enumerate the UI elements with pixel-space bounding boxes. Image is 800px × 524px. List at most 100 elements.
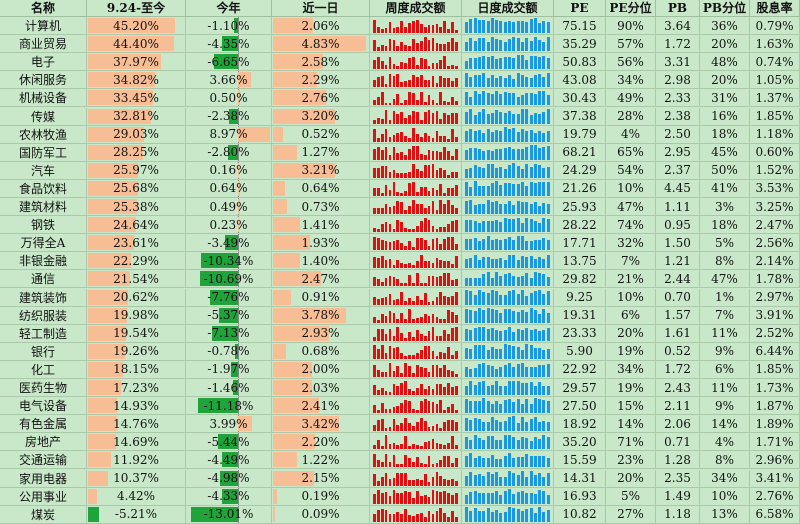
weekly-turnover-bar (376, 510, 380, 522)
daily-turnover-bar (499, 258, 503, 269)
weekly-turnover-bar (431, 490, 435, 504)
table-row[interactable]: 医药生物 17.23% -1.46% 2.03% 29.57 19% 2.43 11% 1.73… (0, 379, 800, 398)
table-row[interactable]: 交通运输 11.92% -4.49% 1.22% 15.59 23% 1.28 8% 2.96% (0, 451, 800, 470)
daily-turnover-bar (542, 273, 546, 287)
since-924-bar (88, 235, 134, 251)
daily-turnover-bar (477, 326, 481, 341)
daily-turnover-bar (469, 472, 473, 486)
table-row[interactable]: 休闲服务 34.82% 3.66% 2.29% 43.08 34% 2.98 20% 1.05% (0, 71, 800, 90)
since-924-bar (88, 271, 130, 287)
daily-turnover-bar (495, 148, 499, 160)
one-day-bar (273, 199, 288, 215)
table-row[interactable]: 房地产 14.69% -5.44% 2.20% 35.20 71% 0.71 4% 1.71% (0, 433, 800, 452)
weekly-turnover-bar (451, 478, 454, 486)
pe-value: 18.92 (562, 416, 597, 431)
header-since-924[interactable]: 9.24-至今 (87, 0, 186, 17)
table-row[interactable]: 机械设备 33.45% 0.50% 2.76% 30.43 49% 2.33 31% 1.37% (0, 89, 800, 108)
table-row[interactable]: 通信 21.54% -10.69% 2.47% 29.82 21% 2.44 47% 1.78% (0, 270, 800, 289)
header-pb[interactable]: PB (656, 0, 700, 17)
ytd-value: 0.64% (209, 181, 248, 196)
weekly-turnover-bar (388, 276, 392, 287)
table-row[interactable]: 煤炭 -5.21% -13.01% 0.09% 10.82 27% 1.18 13% 6.58% (0, 505, 800, 524)
table-row[interactable]: 电气设备 14.93% -11.18% 2.41% 27.50 15% 2.11 9% 1.87… (0, 397, 800, 416)
weekly-turnover-bar (419, 367, 423, 377)
table-row[interactable]: 汽车 25.97% 0.16% 3.21% 24.29 54% 2.37 50% 1.52% (0, 161, 800, 180)
header-weekly-turnover[interactable]: 周度成交额 (370, 0, 462, 17)
daily-turnover-bar (499, 39, 503, 52)
ytd-cell: 0.49% (186, 198, 272, 217)
weekly-turnover-bar (455, 113, 458, 124)
ytd-bar (218, 307, 238, 323)
table-row[interactable]: 电子 37.97% -6.65% 2.58% 50.83 56% 3.31 48% 0.74% (0, 53, 800, 72)
pb-value: 2.38 (664, 109, 691, 124)
pb-value: 2.50 (664, 127, 691, 142)
daily-turnover-bar (477, 111, 481, 124)
daily-turnover-bar (538, 290, 542, 305)
dividend-yield-value: 1.71% (755, 434, 794, 449)
weekly-turnover-bar (439, 183, 443, 196)
table-row[interactable]: 化工 18.15% -1.97% 2.00% 22.92 34% 1.72 6% 1.85% (0, 360, 800, 379)
weekly-turnover-bar (431, 351, 435, 359)
weekly-turnover-bar (435, 356, 439, 359)
weekly-turnover-sparkline (371, 398, 460, 414)
pe-percentile-cell: 28% (606, 107, 656, 126)
weekly-turnover-bar (423, 516, 427, 522)
table-row[interactable]: 万得全A 23.61% -3.49% 1.93% 17.71 32% 1.50 5% 2.56% (0, 234, 800, 253)
daily-turnover-bar (542, 476, 546, 486)
table-row[interactable]: 公用事业 4.42% -4.33% 0.19% 16.93 5% 1.49 10% 2.76% (0, 487, 800, 506)
header-dividend-yield[interactable]: 股息率 (750, 0, 800, 17)
table-row[interactable]: 传媒 32.81% -2.38% 3.20% 37.38 28% 2.38 16% 1.85% (0, 107, 800, 126)
header-ytd[interactable]: 今年 (186, 0, 272, 17)
table-row[interactable]: 国防军工 28.25% -2.80% 1.27% 68.21 65% 2.95 45% 0.60… (0, 143, 800, 162)
weekly-turnover-bar (419, 221, 423, 233)
header-name[interactable]: 名称 (0, 0, 87, 17)
table-row[interactable]: 建筑装饰 20.62% -7.76% 0.91% 9.25 10% 0.70 1% 2.97% (0, 288, 800, 307)
daily-turnover-bar (503, 400, 507, 414)
header-pe-percentile[interactable]: PE分位 (606, 0, 656, 17)
since-924-cell: 25.68% (87, 179, 186, 198)
weekly-turnover-bar (388, 392, 392, 396)
table-row[interactable]: 家用电器 10.37% -4.98% 2.15% 14.31 20% 2.35 34% 3.41… (0, 469, 800, 488)
table-row[interactable]: 计算机 45.20% -1.10% 2.06% 75.15 90% 3.64 36% 0.79% (0, 17, 800, 36)
table-row[interactable]: 农林牧渔 29.03% 8.97% 0.52% 19.79 4% 2.50 18% 1.18% (0, 125, 800, 144)
table-row[interactable]: 纺织服装 19.98% -5.37% 3.78% 19.31 6% 1.57 7% 3.91% (0, 306, 800, 325)
ytd-cell: -4.49% (186, 451, 272, 470)
table-row[interactable]: 轻工制造 19.54% -7.13% 2.93% 23.33 20% 1.61 11% 2.52… (0, 324, 800, 343)
daily-turnover-cell (462, 433, 554, 452)
since-924-cell: 25.97% (87, 161, 186, 180)
daily-turnover-bar (477, 259, 481, 269)
header-pb-percentile[interactable]: PB分位 (700, 0, 750, 17)
ytd-axis (238, 234, 239, 252)
daily-turnover-cell (462, 397, 554, 416)
daily-turnover-bar (499, 203, 503, 215)
weekly-turnover-bar (451, 113, 454, 124)
table-row[interactable]: 商业贸易 44.40% -4.35% 4.83% 35.29 57% 1.72 20% 1.63… (0, 35, 800, 54)
table-row[interactable]: 建筑材料 25.38% 0.49% 0.73% 25.93 47% 1.11 3% 3.25% (0, 198, 800, 217)
since-924-value: 20.62% (113, 290, 159, 305)
weekly-turnover-bar (404, 454, 407, 468)
table-row[interactable]: 食品饮料 25.68% 0.64% 0.64% 21.26 10% 4.45 41% 3.53% (0, 179, 800, 198)
pe-value: 23.33 (562, 326, 597, 341)
daily-turnover-cell (462, 71, 554, 90)
pb-cell: 2.95 (656, 143, 700, 162)
header-daily-turnover[interactable]: 日度成交额 (462, 0, 554, 17)
daily-turnover-bar (520, 457, 524, 468)
dividend-yield-value: 3.53% (755, 181, 794, 196)
table-row[interactable]: 非银金融 22.29% -10.34% 1.40% 13.75 7% 1.21 8% 2.14% (0, 252, 800, 271)
table-row[interactable]: 钢铁 24.64% 0.23% 1.41% 28.22 74% 0.95 18% 2.47% (0, 216, 800, 235)
table-row[interactable]: 有色金属 14.76% 3.99% 3.42% 18.92 14% 2.06 14% 1.89% (0, 415, 800, 434)
table-row[interactable]: 银行 19.26% -0.78% 0.68% 5.90 19% 0.52 9% 6.44% (0, 342, 800, 361)
weekly-turnover-bar (388, 478, 392, 486)
weekly-turnover-bar (443, 21, 447, 34)
header-pe[interactable]: PE (554, 0, 606, 17)
daily-turnover-bar (499, 94, 503, 106)
one-day-cell: 0.09% (272, 505, 370, 524)
weekly-turnover-cell (370, 71, 462, 90)
header-1d[interactable]: 近一日 (272, 0, 370, 17)
ytd-bar (238, 199, 240, 215)
dividend-yield-value: 2.56% (755, 235, 794, 250)
daily-turnover-bar (473, 114, 477, 124)
daily-turnover-bar (499, 513, 503, 522)
pe-cell: 15.59 (554, 451, 606, 470)
daily-turnover-bar (490, 404, 494, 414)
